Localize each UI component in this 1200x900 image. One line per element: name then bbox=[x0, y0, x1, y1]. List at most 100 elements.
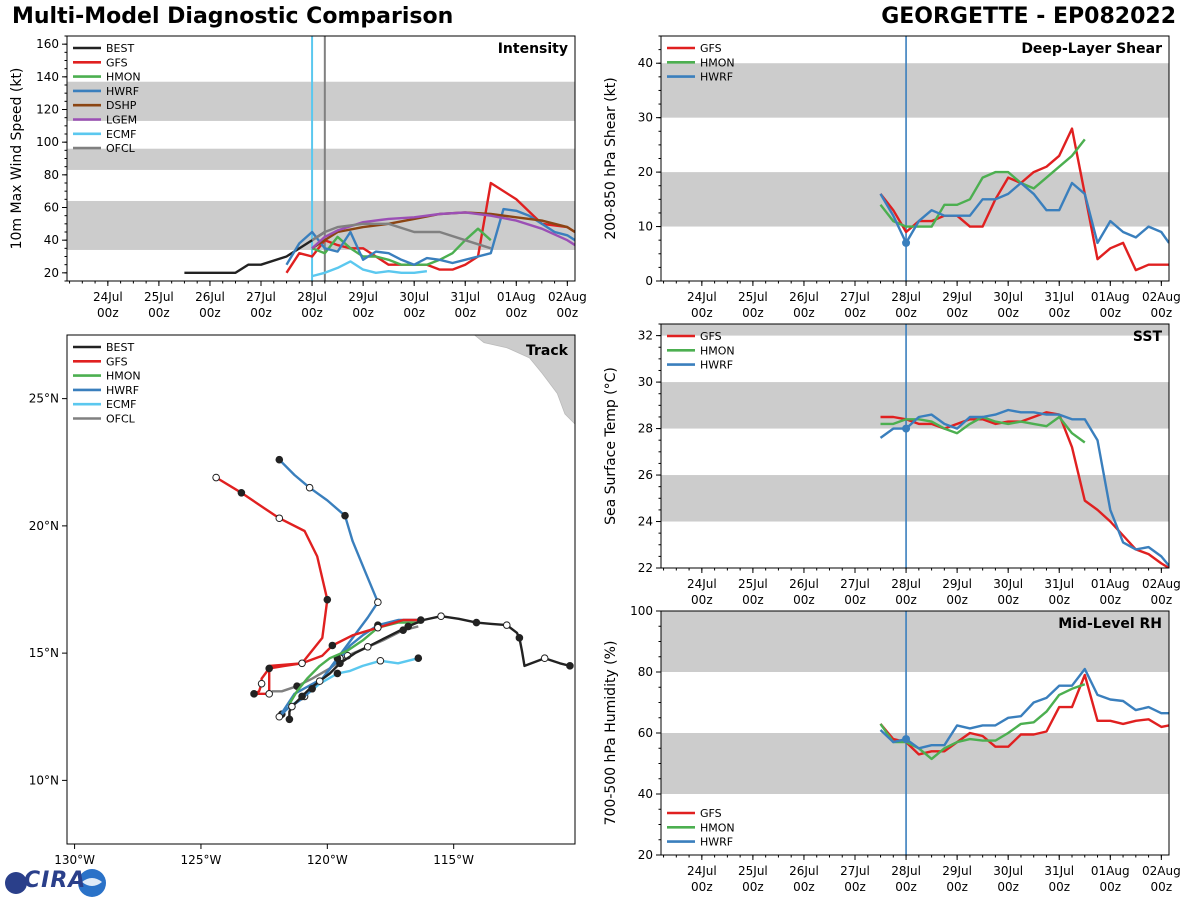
x-tick-sublabel: 00z bbox=[742, 593, 764, 607]
track-point-gfs bbox=[257, 679, 266, 688]
track-point-gfs bbox=[275, 514, 284, 523]
y-axis-label: 10m Max Wind Speed (kt) bbox=[9, 68, 25, 250]
series-best bbox=[184, 230, 326, 274]
x-tick-sublabel: 00z bbox=[895, 593, 917, 607]
x-tick-sublabel: 00z bbox=[997, 593, 1019, 607]
track-point-best bbox=[288, 702, 296, 711]
x-tick-label: 25Jul bbox=[738, 577, 768, 591]
shaded-band bbox=[661, 611, 1169, 672]
y-tick-label: 20 bbox=[638, 848, 653, 862]
track-point-gfs bbox=[212, 473, 220, 482]
x-tick-label: 29Jul bbox=[942, 290, 972, 304]
track-point-hwrf bbox=[275, 712, 284, 721]
x-tick-label: 31Jul bbox=[450, 290, 480, 304]
x-tick-label: 29Jul bbox=[942, 577, 972, 591]
series-hwrf bbox=[285, 207, 575, 266]
x-tick-sublabel: 00z bbox=[946, 880, 968, 894]
y-tick-label: 20 bbox=[638, 165, 653, 179]
track-point-best bbox=[540, 654, 549, 663]
x-tick-label: 28Jul bbox=[891, 290, 921, 304]
x-tick-label: 30Jul bbox=[399, 290, 429, 304]
legend-label-hwrf: HWRF bbox=[106, 384, 139, 397]
lat-tick-label: 25°N bbox=[29, 392, 59, 406]
track-point-best bbox=[285, 715, 294, 724]
x-tick-sublabel: 00z bbox=[250, 306, 272, 320]
legend-label-hwrf: HWRF bbox=[106, 85, 139, 98]
main-title: Multi-Model Diagnostic Comparison bbox=[12, 4, 454, 29]
shaded-band bbox=[661, 172, 1169, 227]
y-tick-label: 30 bbox=[638, 375, 653, 389]
y-tick-label: 20 bbox=[44, 266, 59, 280]
track-panel: 130°W 125°W 120°W 115°W 10°N 15°N 20°N 25°N Trac… bbox=[29, 334, 576, 867]
x-tick-sublabel: 00z bbox=[997, 880, 1019, 894]
track-point-gfs bbox=[265, 664, 273, 673]
x-tick-label: 25Jul bbox=[144, 290, 174, 304]
track-point-best bbox=[363, 642, 372, 651]
map-frame bbox=[66, 334, 576, 845]
legend-label-gfs: GFS bbox=[700, 807, 722, 820]
legend-label-hwrf: HWRF bbox=[700, 71, 733, 84]
y-tick-label: 100 bbox=[630, 604, 653, 618]
series-hwrf bbox=[879, 408, 1169, 567]
track-point-gfs bbox=[323, 595, 332, 604]
y-tick-label: 40 bbox=[44, 233, 59, 247]
land-mass bbox=[473, 335, 575, 425]
series-lgem bbox=[311, 211, 575, 250]
x-tick-sublabel: 00z bbox=[844, 593, 866, 607]
series-hwrf bbox=[879, 181, 1169, 245]
track-point-best bbox=[437, 612, 445, 621]
y-axis-label: 200-850 hPa Shear (kt) bbox=[603, 77, 619, 239]
x-tick-sublabel: 00z bbox=[97, 306, 119, 320]
x-tick-label: 25Jul bbox=[738, 290, 768, 304]
y-tick-label: 80 bbox=[638, 665, 653, 679]
lon-tick-label: 120°W bbox=[307, 853, 348, 867]
legend-label-hmon: HMON bbox=[700, 344, 735, 357]
lat-tick-label: 15°N bbox=[29, 646, 59, 660]
x-tick-label: 30Jul bbox=[993, 290, 1023, 304]
legend-label-hmon: HMON bbox=[106, 370, 141, 383]
series-hmon bbox=[311, 227, 492, 266]
x-tick-sublabel: 00z bbox=[844, 880, 866, 894]
y-tick-label: 100 bbox=[36, 135, 59, 149]
track-point-hwrf bbox=[275, 455, 284, 464]
y-tick-label: 120 bbox=[36, 103, 59, 117]
x-tick-label: 28Jul bbox=[891, 577, 921, 591]
x-tick-sublabel: 00z bbox=[1048, 593, 1070, 607]
x-tick-sublabel: 00z bbox=[742, 306, 764, 320]
y-tick-label: 32 bbox=[638, 329, 653, 343]
x-tick-label: 24Jul bbox=[687, 864, 717, 878]
track-point-ecmf bbox=[333, 669, 342, 678]
series-gfs bbox=[880, 411, 1169, 568]
track-point-gfs bbox=[237, 488, 246, 497]
legend-label-gfs: GFS bbox=[106, 355, 128, 368]
lon-tick-label: 130°W bbox=[54, 853, 95, 867]
x-tick-label: 24Jul bbox=[93, 290, 123, 304]
intensity-panel: 20 40 60 80 100 120 140 160 24Jul 00z 25Jul 00z 26Ju… bbox=[9, 35, 587, 320]
track-point-best bbox=[502, 621, 511, 629]
x-tick-label: 01Aug bbox=[1091, 577, 1130, 591]
x-tick-sublabel: 00z bbox=[1048, 880, 1070, 894]
x-tick-label: 25Jul bbox=[738, 864, 768, 878]
legend-label-hmon: HMON bbox=[700, 821, 735, 834]
y-tick-label: 60 bbox=[44, 201, 59, 215]
series-gfs bbox=[879, 673, 1169, 756]
shaded-band bbox=[661, 733, 1169, 794]
x-tick-sublabel: 00z bbox=[793, 593, 815, 607]
plot-frame bbox=[660, 323, 1170, 569]
legend-label-hmon: HMON bbox=[106, 71, 141, 84]
shaded-band bbox=[661, 324, 1169, 336]
legend-label-dshp: DSHP bbox=[106, 99, 137, 112]
y-tick-label: 28 bbox=[638, 422, 653, 436]
plot-area bbox=[661, 611, 1169, 855]
legend-label-ofcl: OFCL bbox=[106, 413, 136, 426]
x-tick-label: 02Aug bbox=[1142, 577, 1181, 591]
y-tick-label: 10 bbox=[638, 220, 653, 234]
x-tick-label: 27Jul bbox=[246, 290, 276, 304]
init-marker bbox=[902, 424, 911, 433]
track-point-gfs bbox=[250, 690, 258, 698]
y-tick-label: 60 bbox=[638, 726, 653, 740]
x-tick-sublabel: 00z bbox=[1151, 306, 1173, 320]
x-tick-label: 02Aug bbox=[548, 290, 587, 304]
x-tick-label: 01Aug bbox=[1091, 864, 1130, 878]
